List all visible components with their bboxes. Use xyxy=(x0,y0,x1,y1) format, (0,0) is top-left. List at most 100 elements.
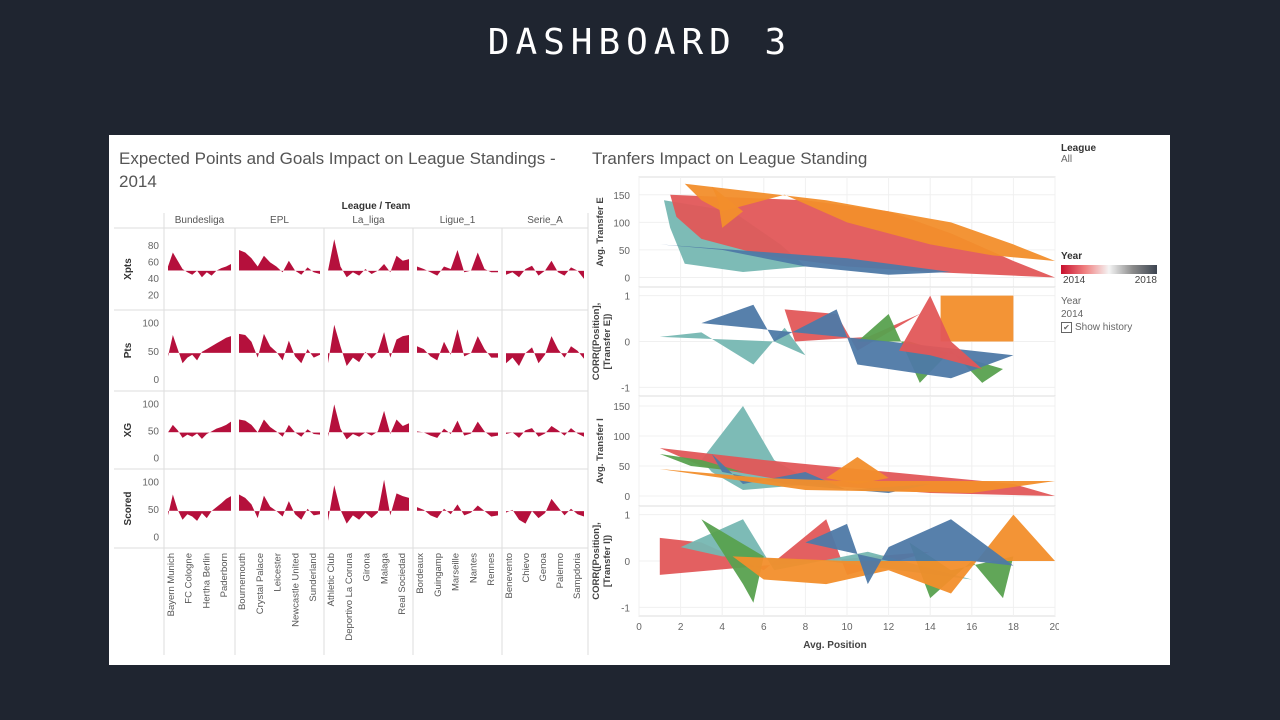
y-tick-label: -1 xyxy=(621,603,630,614)
transfer-area xyxy=(659,244,951,275)
team-label: Crystal Palace xyxy=(255,553,266,614)
panel-ylabel: [Transfer I]) xyxy=(602,535,613,587)
x-axis-label: Avg. Position xyxy=(803,640,867,651)
year-color-gradient xyxy=(1061,265,1157,274)
team-label: Rennes xyxy=(486,553,497,586)
y-tick-label: 150 xyxy=(613,191,630,202)
team-label: Chievo xyxy=(521,553,532,583)
area-pts-epl xyxy=(239,333,320,364)
y-tick-label: 0 xyxy=(153,453,159,464)
area-xpts-epl xyxy=(239,250,320,275)
x-tick-label: 0 xyxy=(636,622,642,633)
show-history-toggle[interactable]: ✔ Show history xyxy=(1061,322,1166,333)
x-tick-label: 6 xyxy=(761,622,767,633)
y-tick-label: 50 xyxy=(619,462,631,473)
column-header-label: League / Team xyxy=(342,201,411,212)
row-label-xg: XG xyxy=(123,423,134,438)
team-label: Bordeaux xyxy=(415,553,426,594)
y-tick-label: 0 xyxy=(624,338,630,349)
y-tick-label: 50 xyxy=(148,505,160,516)
x-tick-label: 18 xyxy=(1008,622,1020,633)
team-label: Sunderland xyxy=(308,553,319,602)
team-label: Palermo xyxy=(555,553,566,588)
panel-ylabel: [Transfer E]) xyxy=(602,314,613,370)
x-tick-label: 2 xyxy=(678,622,684,633)
y-tick-label: 150 xyxy=(613,402,630,413)
team-label: FC Cologne xyxy=(184,553,195,604)
slide-title: DASHBOARD 3 xyxy=(487,22,793,63)
y-tick-label: 0 xyxy=(624,273,630,284)
league-header-la_liga: La_liga xyxy=(352,215,385,226)
transfer-area xyxy=(659,327,806,365)
y-tick-label: 60 xyxy=(148,257,160,268)
area-xg-epl xyxy=(239,419,320,437)
area-xpts-la_liga xyxy=(328,239,409,278)
row-label-pts: Pts xyxy=(123,342,134,358)
y-tick-label: 40 xyxy=(148,274,160,285)
team-label: Bournemouth xyxy=(237,553,248,610)
area-xg-serie_a xyxy=(506,425,584,438)
team-label: Guingamp xyxy=(433,553,444,597)
x-tick-label: 16 xyxy=(966,622,978,633)
panel-ylabel: CORR([Position], xyxy=(591,303,602,381)
x-tick-label: 10 xyxy=(841,622,853,633)
transfer-area xyxy=(684,183,1055,261)
area-pts-ligue_1 xyxy=(417,329,498,361)
y-tick-label: 50 xyxy=(619,246,631,257)
transfer-area xyxy=(670,194,1055,278)
y-tick-label: 0 xyxy=(153,375,159,386)
team-label: Athletic Club xyxy=(326,553,337,606)
transfer-area xyxy=(732,514,1055,594)
year-filter-value[interactable]: 2014 xyxy=(1061,309,1084,320)
year-legend-max: 2018 xyxy=(1134,275,1157,286)
y-tick-label: 1 xyxy=(624,292,630,303)
team-label: Sampdoria xyxy=(572,552,583,599)
y-tick-label: 1 xyxy=(624,511,630,522)
area-pts-serie_a xyxy=(506,336,584,367)
transfer-area xyxy=(701,304,1014,379)
x-tick-label: 20 xyxy=(1049,622,1059,633)
league-filter-label: League xyxy=(1061,143,1097,154)
x-tick-label: 8 xyxy=(803,622,809,633)
area-xg-la_liga xyxy=(328,404,409,440)
y-tick-label: 100 xyxy=(142,319,159,330)
row-label-xpts: Xpts xyxy=(123,258,134,280)
area-xpts-ligue_1 xyxy=(417,250,498,276)
league-header-epl: EPL xyxy=(270,215,289,226)
xpts-goals-small-multiples-chart: League / Team Bundesliga EPL La_liga Ligue_1… xyxy=(114,201,589,655)
team-label: Real Sociedad xyxy=(397,553,408,615)
panel-ylabel: CORR([Position], xyxy=(591,522,602,600)
transfer-area xyxy=(826,457,889,484)
dashboard-panel: Expected Points and Goals Impact on Leag… xyxy=(109,135,1170,665)
team-label: Girona xyxy=(362,552,373,581)
team-label: Leicester xyxy=(273,553,284,592)
y-tick-label: 0 xyxy=(624,492,630,503)
team-label: Hertha Berlin xyxy=(201,553,212,608)
x-tick-label: 12 xyxy=(883,622,895,633)
y-tick-label: 100 xyxy=(613,218,630,229)
show-history-checkbox-icon[interactable]: ✔ xyxy=(1061,322,1072,333)
year-legend-min: 2014 xyxy=(1063,275,1086,286)
y-tick-label: 100 xyxy=(142,399,159,410)
area-xpts-bundesliga xyxy=(168,252,231,278)
y-tick-label: -1 xyxy=(621,383,630,394)
transfer-area xyxy=(711,186,743,228)
team-label: Newcastle United xyxy=(290,553,301,627)
league-filter-value[interactable]: All xyxy=(1061,154,1073,165)
left-chart-title: Expected Points and Goals Impact on Leag… xyxy=(119,149,556,191)
team-label: Deportivo La Coruna xyxy=(344,552,355,640)
area-pts-la_liga xyxy=(328,324,409,367)
team-label: Marseille xyxy=(451,553,462,591)
league-header-ligue_1: Ligue_1 xyxy=(440,215,476,226)
area-xg-ligue_1 xyxy=(417,420,498,438)
area-scored-la_liga xyxy=(328,479,409,524)
team-label: Bayern Munich xyxy=(166,553,177,616)
x-tick-label: 14 xyxy=(925,622,937,633)
area-scored-bundesliga xyxy=(168,494,231,521)
show-history-label: Show history xyxy=(1075,322,1133,334)
area-pts-bundesliga xyxy=(168,334,231,364)
league-header-serie_a: Serie_A xyxy=(527,215,563,226)
panel-ylabel: Avg. Transfer E xyxy=(595,197,606,266)
y-tick-label: 0 xyxy=(624,557,630,568)
